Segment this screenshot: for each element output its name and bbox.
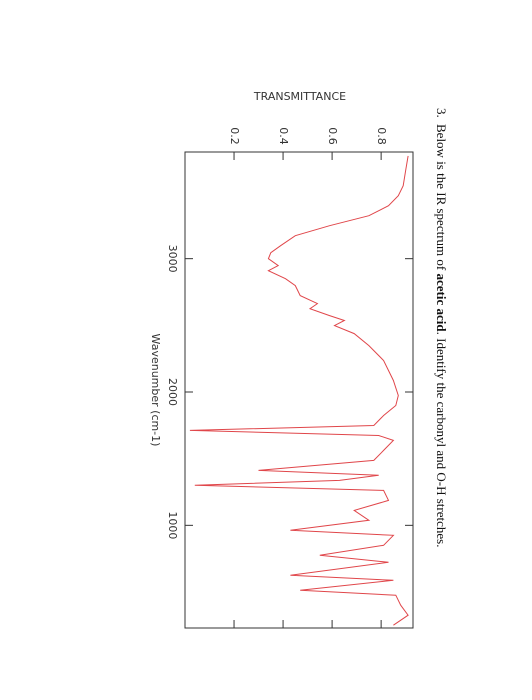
x-axis-label: Wavenumber (cm-1) (149, 334, 162, 447)
question-text: Below is the IR spectrum of acetic acid.… (434, 124, 449, 547)
question-text-part: . Identify the carbonyl and O-H stretche… (434, 332, 449, 548)
y-tick-label: 0.8 (375, 127, 388, 145)
y-axis-label: TRANSMITTANCE (253, 90, 346, 103)
spectrum-line (189, 155, 409, 626)
plot-frame (184, 151, 414, 629)
question-number: 3. (434, 108, 449, 118)
question-text-part: Below is the IR spectrum of (434, 124, 449, 273)
y-tick-label: 0.2 (228, 127, 241, 145)
y-tick-label: 0.4 (277, 127, 290, 145)
y-tick-label: 0.6 (326, 127, 339, 145)
x-tick-label: 1000 (166, 511, 179, 539)
x-tick-label: 3000 (166, 245, 179, 273)
question-bold: acetic acid (434, 273, 449, 332)
x-tick-label: 2000 (166, 378, 179, 406)
